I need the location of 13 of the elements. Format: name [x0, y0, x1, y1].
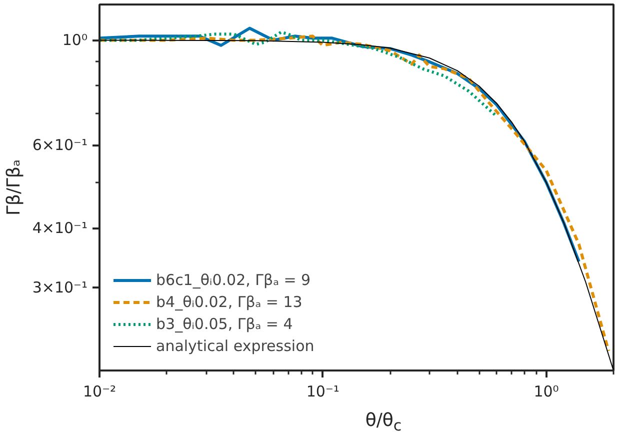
y-tick-label: 10⁰ [62, 31, 88, 50]
legend-label: b6c1_θᵢ0.02, Γβₐ = 9 [156, 271, 311, 289]
legend-label: analytical expression [156, 337, 314, 355]
y-tick-label: 6×10⁻¹ [32, 136, 88, 154]
legend-label: b4_θᵢ0.02, Γβₐ = 13 [156, 293, 302, 311]
y-tick-label: 3×10⁻¹ [32, 278, 88, 296]
x-tick-label: 10⁰ [534, 382, 559, 400]
y-axis-title: Γβ/Γβₐ [3, 159, 24, 216]
legend-label: b3_θᵢ0.05, Γβₐ = 4 [156, 315, 293, 333]
x-axis-title: θ/θ$_{c}$ [365, 409, 402, 433]
x-tick-label: 10⁻² [82, 382, 116, 400]
x-tick-label: 10⁻¹ [306, 382, 340, 400]
y-tick-label: 4×10⁻¹ [32, 219, 88, 238]
